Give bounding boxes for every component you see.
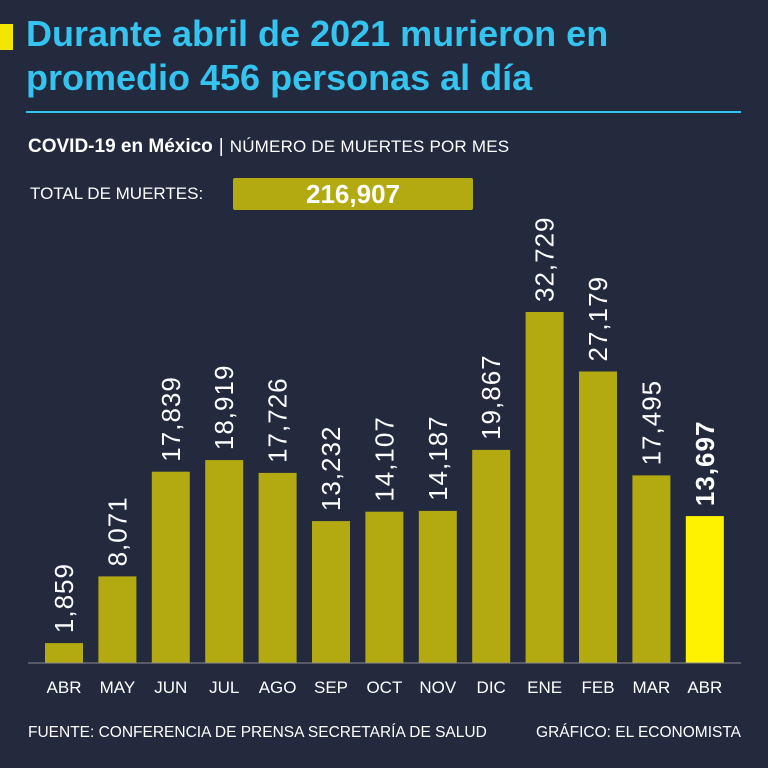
value-label-2: 17,839 <box>156 376 186 462</box>
title-divider <box>26 111 741 113</box>
subtitle-topic: COVID-19 en México <box>28 136 213 157</box>
category-label-12: ABR <box>687 678 722 697</box>
bar-may-1 <box>98 576 137 663</box>
total-value: 216,907 <box>233 178 473 210</box>
source-note: FUENTE: CONFERENCIA DE PRENSA SECRETARÍA… <box>28 724 487 741</box>
bar-mar-11 <box>632 475 671 663</box>
category-label-5: SEP <box>314 678 348 697</box>
subtitle-separator: | <box>218 136 224 157</box>
bar-ene-9 <box>525 312 564 663</box>
category-label-4: AGO <box>259 678 297 697</box>
category-label-6: OCT <box>366 678 402 697</box>
credit-note: GRÁFICO: EL ECONOMISTA <box>536 724 741 741</box>
bar-nov-7 <box>418 510 457 663</box>
value-label-3: 18,919 <box>209 365 239 451</box>
bar-jul-3 <box>205 460 244 663</box>
bar-feb-10 <box>579 371 617 663</box>
category-label-7: NOV <box>419 678 457 697</box>
value-label-7: 14,187 <box>423 415 453 501</box>
value-label-12: 13,697 <box>690 421 720 507</box>
bar-ago-4 <box>258 472 297 663</box>
value-labels-group: 1,859 8,071 17,839 18,919 17,726 13,232 14,107… <box>49 216 720 633</box>
subtitle-description: NÚMERO DE MUERTES POR MES <box>229 137 510 156</box>
category-label-8: DIC <box>477 678 506 697</box>
value-label-4: 17,726 <box>263 377 293 463</box>
value-label-1: 8,071 <box>102 496 132 566</box>
accent-bar <box>0 24 13 50</box>
category-label-9: ENE <box>527 678 562 697</box>
category-label-11: MAR <box>633 678 671 697</box>
bars-group <box>45 312 724 663</box>
bar-dic-8 <box>472 449 511 663</box>
value-label-5: 13,232 <box>316 426 346 512</box>
category-label-1: MAY <box>100 678 136 697</box>
value-label-11: 17,495 <box>636 380 666 466</box>
value-label-8: 19,867 <box>476 354 506 440</box>
bar-abr-12 <box>685 516 724 663</box>
category-label-2: JUN <box>154 678 187 697</box>
subtitle: COVID-19 en México | NÚMERO DE MUERTES POR… <box>28 136 509 158</box>
bar-oct-6 <box>365 511 404 663</box>
value-label-6: 14,107 <box>369 416 399 502</box>
bar-sep-5 <box>312 521 350 663</box>
value-label-0: 1,859 <box>49 563 79 633</box>
bar-jun-2 <box>151 471 190 663</box>
category-labels-group: ABR MAY JUN JUL AGO SEP OCT NOV DIC ENE FEB MAR ABR <box>47 678 723 697</box>
headline: Durante abril de 2021 murieron en promed… <box>26 13 609 98</box>
bar-abr-0 <box>45 643 83 663</box>
category-label-10: FEB <box>581 678 614 697</box>
category-label-0: ABR <box>47 678 82 697</box>
total-label: TOTAL DE MUERTES: <box>30 184 204 203</box>
category-label-3: JUL <box>209 678 239 697</box>
value-label-10: 27,179 <box>583 276 613 362</box>
value-label-9: 32,729 <box>530 216 560 302</box>
